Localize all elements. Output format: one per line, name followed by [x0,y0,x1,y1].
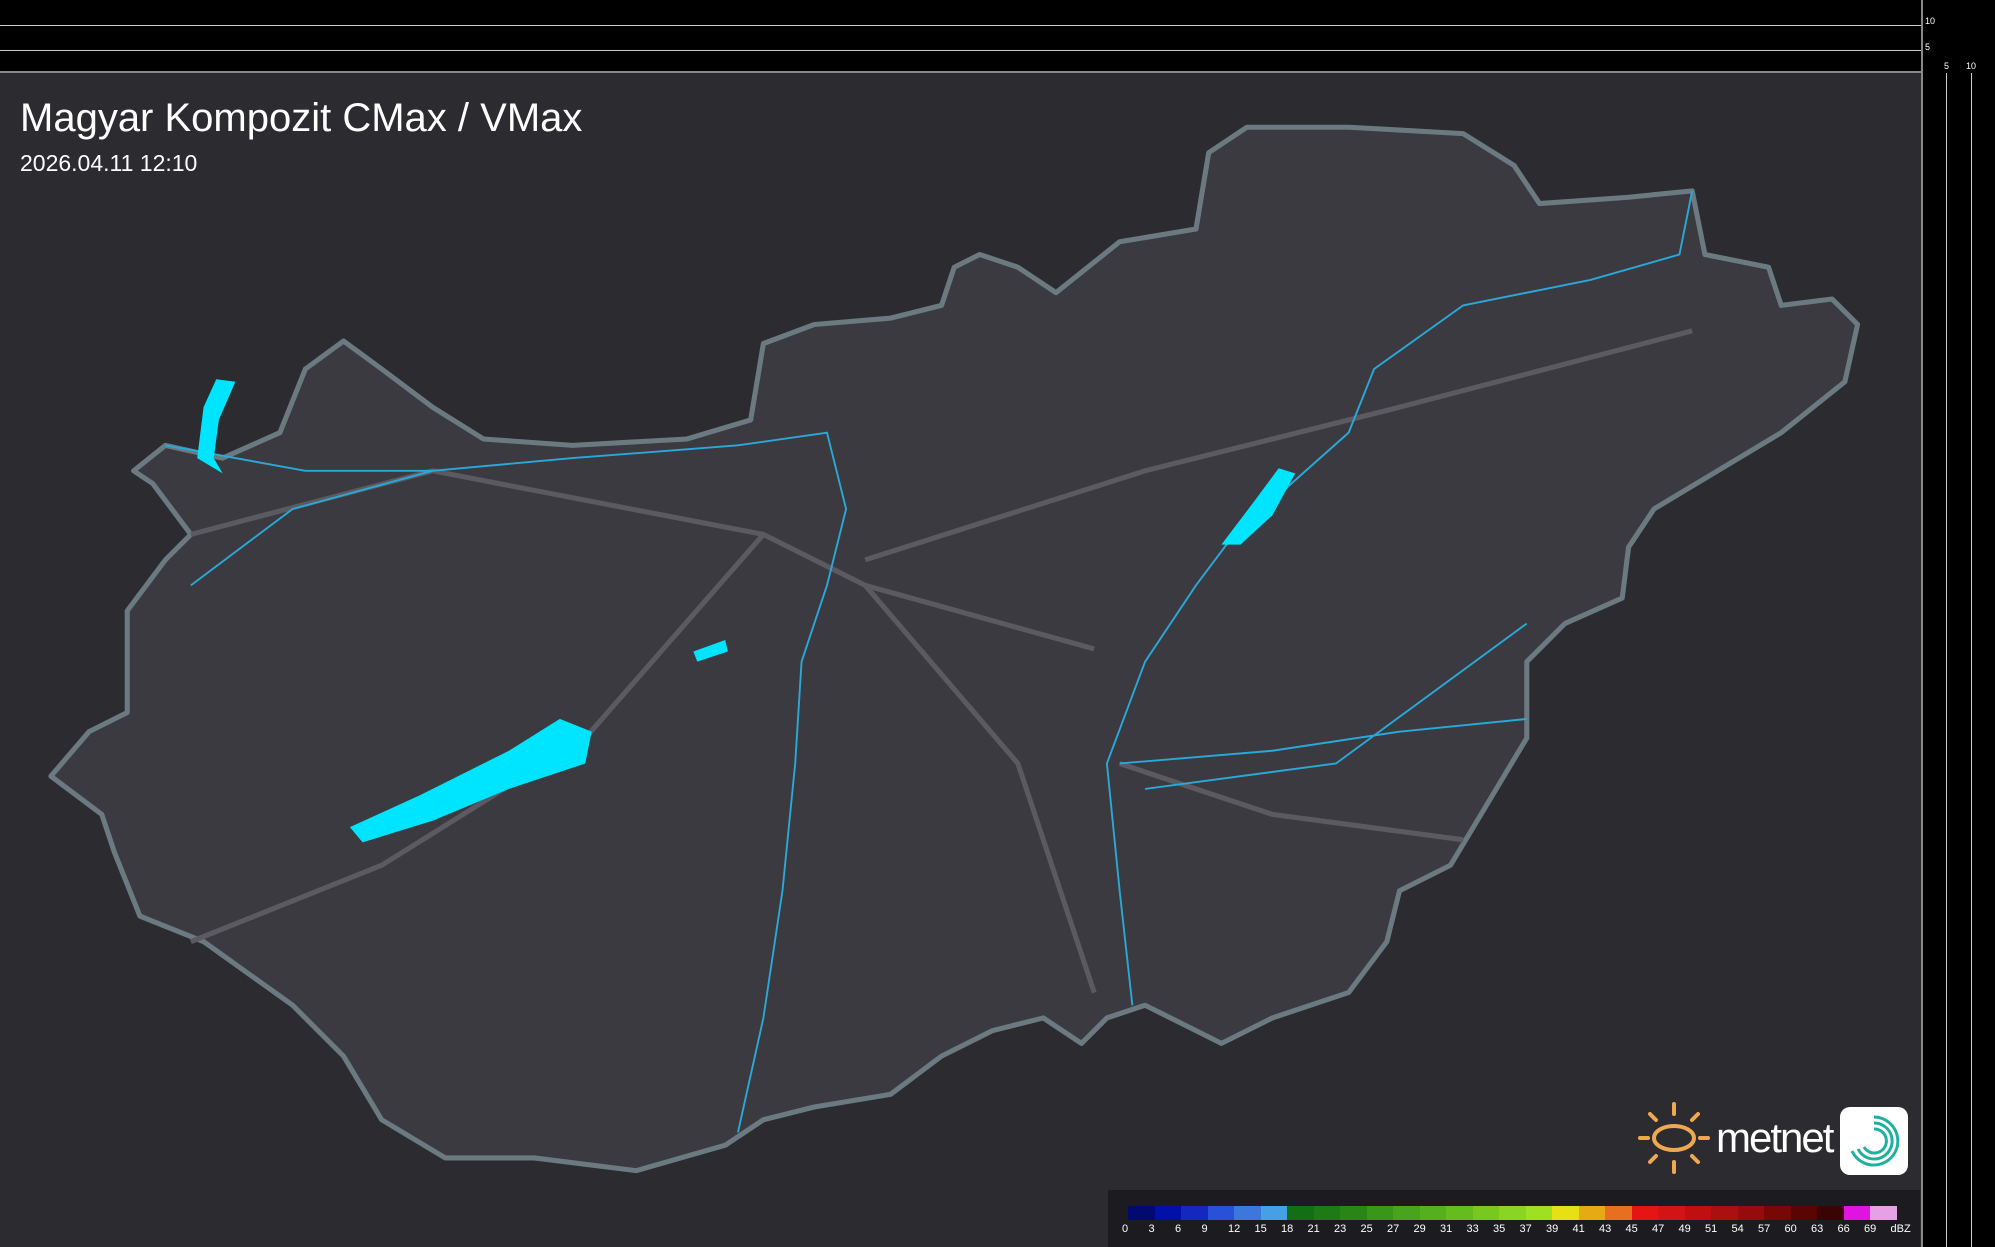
swirl-icon [1850,1115,1900,1167]
legend-swatch [1711,1206,1738,1220]
lake-velence [693,640,728,662]
legend-label: 29 [1413,1223,1426,1235]
legend-label: 45 [1625,1223,1638,1235]
legend-label: 25 [1360,1223,1373,1235]
tick-label: 10 [1966,61,1977,71]
legend-swatch [1870,1206,1897,1220]
legend-label: 37 [1519,1223,1532,1235]
scale-bar-top [0,0,1921,73]
hungary-border [48,124,1861,1174]
lake-tisza [1221,468,1296,545]
legend-swatch [1419,1206,1446,1220]
legend-label: 51 [1705,1223,1718,1235]
legend-label: 27 [1387,1223,1400,1235]
tick-label: 5 [1944,61,1950,71]
legend-swatch [1684,1206,1711,1220]
legend-swatch [1764,1206,1791,1220]
legend-label: 69 [1864,1223,1877,1235]
legend-label: 15 [1254,1223,1267,1235]
scale-bar-right [1921,0,1995,1247]
legend-swatch [1499,1206,1526,1220]
lake-neusiedl [197,379,236,474]
lake-balaton [349,718,592,843]
legend-label: 57 [1758,1223,1771,1235]
legend-label: 3 [1148,1223,1155,1235]
legend-label: 18 [1281,1223,1294,1235]
scale-line [1946,73,1947,1247]
legend-swatch [1340,1206,1367,1220]
legend-swatch [1578,1206,1605,1220]
legend-swatch [1260,1206,1287,1220]
legend-swatch [1631,1206,1658,1220]
legend-swatch [1552,1206,1579,1220]
legend-swatch [1366,1206,1393,1220]
legend-swatch [1207,1206,1234,1220]
legend-label: 12 [1228,1223,1241,1235]
scale-line [0,50,1921,51]
legend-label: 6 [1175,1223,1182,1235]
legend-swatch [1446,1206,1473,1220]
map-timestamp: 2026.04.11 12:10 [20,150,198,176]
legend-swatch [1393,1206,1420,1220]
legend-label: 47 [1652,1223,1665,1235]
legend-label: 23 [1334,1223,1347,1235]
legend-label: 39 [1546,1223,1559,1235]
legend-label: 31 [1440,1223,1453,1235]
legend-label: 43 [1599,1223,1612,1235]
lakes [197,379,1296,843]
legend-swatch [1472,1206,1499,1220]
legend-label: 41 [1572,1223,1585,1235]
rivers [165,190,1694,1133]
legend-label: 35 [1493,1223,1506,1235]
sun-icon [1638,1102,1710,1174]
legend-label: 0 [1122,1223,1129,1235]
legend-swatch [1128,1206,1155,1220]
dbz-color-legend: 0 3 6 9 12 15 18 21 23 25 27 29 31 33 35 37 39 41 43 45 47 49… [1108,1190,1920,1247]
legend-label: 21 [1307,1223,1320,1235]
legend-swatch [1154,1206,1181,1220]
legend-swatch [1525,1206,1552,1220]
legend-swatch [1843,1206,1870,1220]
app-icon [1840,1107,1908,1175]
legend-swatch [1313,1206,1340,1220]
legend-swatch [1737,1206,1764,1220]
map-title: Magyar Kompozit CMax / VMax [20,96,583,140]
metnet-logo: metnet [1636,1100,1834,1176]
legend-label: 66 [1837,1223,1850,1235]
legend-label: 33 [1466,1223,1479,1235]
tick-label: 10 [1925,16,1936,26]
scale-line [0,25,1921,26]
legend-swatch [1605,1206,1632,1220]
legend-label: 9 [1201,1223,1208,1235]
legend-swatch [1287,1206,1314,1220]
brand-name: metnet [1716,1114,1834,1161]
legend-label: 63 [1811,1223,1824,1235]
legend-label: 54 [1731,1223,1744,1235]
legend-label: 60 [1784,1223,1797,1235]
legend-swatch [1790,1206,1817,1220]
legend-swatch [1234,1206,1261,1220]
scale-line [1971,73,1972,1247]
tick-label: 5 [1925,42,1931,52]
legend-swatch [1181,1206,1208,1220]
legend-label: 49 [1678,1223,1691,1235]
legend-swatch [1658,1206,1685,1220]
legend-swatch [1817,1206,1844,1220]
legend-unit: dBZ [1890,1223,1911,1235]
